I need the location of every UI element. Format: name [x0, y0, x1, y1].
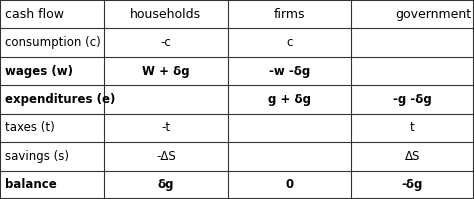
Text: c: c [286, 36, 292, 49]
Text: δg: δg [158, 178, 174, 191]
Text: -g -δg: -g -δg [393, 93, 432, 106]
Text: g + δg: g + δg [268, 93, 310, 106]
Text: -ΔS: -ΔS [156, 150, 176, 163]
Text: government: government [395, 8, 472, 21]
Text: 0: 0 [285, 178, 293, 191]
Text: -t: -t [161, 121, 171, 135]
Text: t: t [410, 121, 415, 135]
Text: cash flow: cash flow [5, 8, 64, 21]
Text: firms: firms [273, 8, 305, 21]
Text: balance: balance [5, 178, 56, 191]
Text: W + δg: W + δg [142, 64, 190, 78]
Text: taxes (t): taxes (t) [5, 121, 55, 135]
Text: savings (s): savings (s) [5, 150, 69, 163]
Text: households: households [130, 8, 201, 21]
Text: -w -δg: -w -δg [268, 64, 310, 78]
Text: -δg: -δg [401, 178, 423, 191]
Text: expenditures (e): expenditures (e) [5, 93, 115, 106]
Text: ΔS: ΔS [405, 150, 420, 163]
Text: consumption (c): consumption (c) [5, 36, 100, 49]
Text: wages (w): wages (w) [5, 64, 73, 78]
Text: -c: -c [161, 36, 171, 49]
